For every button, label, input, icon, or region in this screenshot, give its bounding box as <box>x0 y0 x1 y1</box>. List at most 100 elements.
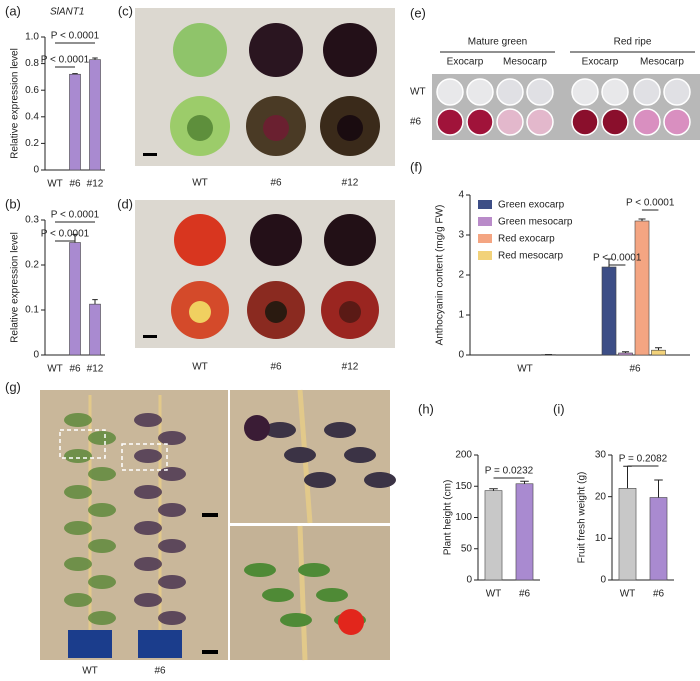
leaf <box>244 563 276 577</box>
photo-label: WT <box>192 362 208 373</box>
leaf <box>280 613 312 627</box>
fruit-core <box>187 115 213 141</box>
group-label: Red ripe <box>614 37 652 48</box>
legend-swatch <box>478 200 492 209</box>
well <box>436 78 464 106</box>
y-tick-label: 200 <box>455 450 472 461</box>
leaf <box>64 485 92 499</box>
well <box>526 108 554 136</box>
leaf <box>158 539 186 553</box>
legend-label: Green mesocarp <box>498 217 573 228</box>
x-tick-label: WT <box>620 589 636 600</box>
leaf <box>88 467 116 481</box>
leaf <box>134 449 162 463</box>
y-tick-label: 0 <box>600 575 606 586</box>
y-tick-label: 100 <box>455 512 472 523</box>
annotation: P < 0.0001 <box>51 210 100 221</box>
leaf <box>158 467 186 481</box>
inset-box <box>59 429 106 459</box>
fruit <box>323 23 377 77</box>
bar <box>484 490 503 581</box>
y-axis-label: Anthocyanin content (mg/g FW) <box>435 205 446 346</box>
y-axis-label: Plant height (cm) <box>443 480 454 556</box>
photo-label: #6 <box>270 178 282 189</box>
error-bar <box>72 73 78 75</box>
well <box>601 78 629 106</box>
y-tick-label: 20 <box>595 491 607 502</box>
panel-label: (f) <box>410 159 422 174</box>
leaf <box>134 557 162 571</box>
annotation: P < 0.0001 <box>41 55 90 66</box>
bar <box>649 497 668 581</box>
annotation: P < 0.0001 <box>41 229 90 240</box>
bar <box>601 266 617 356</box>
y-tick-label: 0 <box>33 165 39 176</box>
tissue-label: Exocarp <box>447 57 484 68</box>
photo-label: #6 <box>154 666 166 677</box>
bar <box>618 488 637 581</box>
y-tick-label: 0.8 <box>25 58 39 69</box>
well <box>496 78 524 106</box>
x-tick-label: #6 <box>629 364 641 375</box>
fruit <box>338 609 364 635</box>
leaf <box>134 593 162 607</box>
panel-label: (b) <box>5 196 21 211</box>
error-bar <box>623 465 632 489</box>
fruit-core <box>339 301 361 323</box>
y-axis-label: Relative expression level <box>10 232 21 343</box>
annotation: P = 0.0232 <box>485 466 534 477</box>
well <box>633 78 661 106</box>
y-tick-label: 2 <box>458 270 464 281</box>
y-tick-label: 0.1 <box>25 305 39 316</box>
leaf <box>316 588 348 602</box>
leaf <box>158 503 186 517</box>
panel-label: (g) <box>5 379 21 394</box>
photo-label: WT <box>192 178 208 189</box>
y-tick-label: 1 <box>458 310 464 321</box>
fruit-core <box>263 115 289 141</box>
annotation: P < 0.0001 <box>51 31 100 42</box>
fruit <box>173 23 227 77</box>
pot <box>68 630 112 658</box>
well <box>663 78 691 106</box>
inset-box <box>121 443 168 471</box>
y-tick-label: 0.3 <box>25 215 39 226</box>
error-bar <box>520 480 529 484</box>
scale-bar <box>143 335 157 338</box>
leaf <box>64 521 92 535</box>
chart-title: SlANT1 <box>50 7 84 18</box>
y-tick-label: 10 <box>595 533 607 544</box>
leaf <box>64 557 92 571</box>
leaf <box>262 588 294 602</box>
bar <box>69 73 81 171</box>
leaf <box>64 449 92 463</box>
leaf <box>284 447 316 463</box>
fruit <box>174 214 226 266</box>
bar <box>69 242 81 356</box>
x-tick-label: #6 <box>653 589 665 600</box>
photo-label: #12 <box>342 362 359 373</box>
well <box>436 108 464 136</box>
y-tick-label: 30 <box>595 450 607 461</box>
well <box>466 108 494 136</box>
y-tick-label: 0.4 <box>25 111 39 122</box>
photo-label: #12 <box>342 178 359 189</box>
y-tick-label: 0 <box>33 350 39 361</box>
x-tick-label: #12 <box>87 364 104 375</box>
panel-label: (e) <box>410 5 426 20</box>
error-bar <box>655 347 663 351</box>
x-tick-label: WT <box>486 589 502 600</box>
well <box>571 108 599 136</box>
row-label: #6 <box>410 117 422 128</box>
leaf <box>64 413 92 427</box>
panel-label: (h) <box>418 401 434 416</box>
bar <box>634 220 650 356</box>
y-tick-label: 0 <box>458 350 464 361</box>
fruit <box>324 214 376 266</box>
stake <box>297 525 308 661</box>
x-tick-label: WT <box>47 364 63 375</box>
leaf <box>134 485 162 499</box>
tissue-label: Mesocarp <box>503 57 547 68</box>
x-tick-label: #6 <box>69 364 81 375</box>
